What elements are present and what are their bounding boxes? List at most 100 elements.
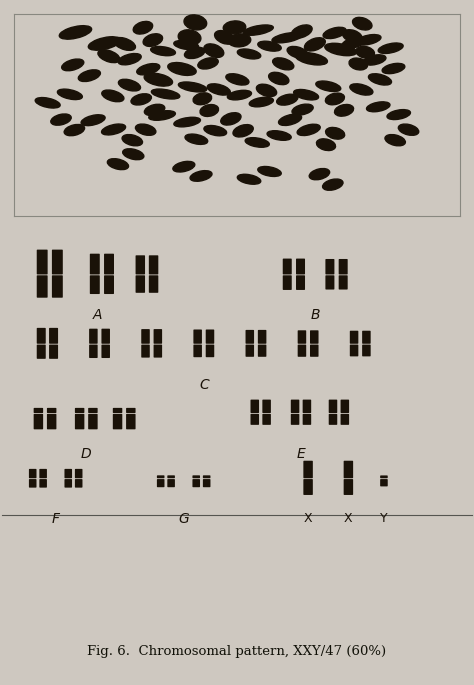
Ellipse shape [133, 21, 153, 34]
Ellipse shape [293, 90, 319, 100]
Ellipse shape [228, 90, 252, 100]
Ellipse shape [356, 34, 381, 45]
Text: C: C [199, 377, 209, 392]
FancyBboxPatch shape [149, 256, 158, 275]
FancyBboxPatch shape [380, 479, 388, 486]
FancyBboxPatch shape [37, 328, 46, 344]
FancyBboxPatch shape [29, 479, 36, 488]
FancyBboxPatch shape [49, 345, 58, 359]
Ellipse shape [98, 50, 120, 62]
FancyBboxPatch shape [154, 329, 162, 344]
Ellipse shape [136, 124, 156, 136]
FancyBboxPatch shape [75, 469, 82, 478]
FancyBboxPatch shape [47, 408, 56, 413]
Ellipse shape [118, 53, 141, 65]
Text: B: B [310, 308, 320, 323]
FancyBboxPatch shape [154, 345, 162, 358]
Ellipse shape [174, 40, 199, 49]
FancyBboxPatch shape [29, 469, 36, 478]
FancyBboxPatch shape [167, 479, 175, 487]
FancyBboxPatch shape [126, 414, 136, 429]
Ellipse shape [349, 58, 367, 70]
FancyBboxPatch shape [303, 461, 313, 478]
Ellipse shape [292, 104, 313, 115]
FancyBboxPatch shape [90, 253, 100, 275]
FancyBboxPatch shape [167, 475, 175, 478]
FancyBboxPatch shape [326, 259, 335, 275]
Ellipse shape [325, 43, 356, 55]
Ellipse shape [228, 34, 251, 47]
Ellipse shape [123, 149, 144, 160]
FancyBboxPatch shape [338, 259, 348, 275]
Ellipse shape [102, 90, 124, 102]
Ellipse shape [101, 124, 126, 135]
Ellipse shape [267, 131, 291, 140]
FancyBboxPatch shape [326, 275, 335, 290]
Ellipse shape [316, 81, 341, 92]
Ellipse shape [88, 37, 121, 50]
Ellipse shape [178, 30, 201, 45]
FancyBboxPatch shape [136, 275, 145, 292]
Ellipse shape [131, 94, 151, 105]
FancyBboxPatch shape [362, 331, 371, 344]
Ellipse shape [385, 134, 405, 146]
Ellipse shape [342, 37, 365, 49]
FancyBboxPatch shape [298, 330, 306, 344]
FancyBboxPatch shape [291, 414, 300, 425]
FancyBboxPatch shape [126, 408, 136, 413]
FancyBboxPatch shape [90, 275, 100, 294]
Ellipse shape [398, 124, 419, 136]
FancyBboxPatch shape [192, 479, 200, 487]
FancyBboxPatch shape [141, 345, 150, 358]
Ellipse shape [193, 93, 211, 105]
Text: X: X [304, 512, 312, 525]
FancyBboxPatch shape [192, 475, 200, 478]
Ellipse shape [366, 102, 390, 112]
FancyBboxPatch shape [251, 414, 259, 425]
FancyBboxPatch shape [206, 345, 214, 357]
FancyBboxPatch shape [47, 414, 56, 429]
FancyBboxPatch shape [283, 275, 292, 290]
Ellipse shape [343, 29, 362, 42]
Ellipse shape [335, 105, 354, 116]
Ellipse shape [297, 124, 320, 136]
FancyBboxPatch shape [350, 345, 358, 356]
Text: F: F [52, 512, 60, 526]
FancyBboxPatch shape [302, 414, 311, 425]
Ellipse shape [258, 166, 281, 177]
FancyBboxPatch shape [296, 258, 305, 275]
FancyBboxPatch shape [329, 414, 337, 425]
Ellipse shape [387, 110, 410, 120]
FancyBboxPatch shape [75, 479, 82, 488]
Ellipse shape [243, 25, 273, 35]
Ellipse shape [114, 38, 136, 51]
FancyBboxPatch shape [39, 469, 47, 478]
FancyBboxPatch shape [193, 329, 202, 344]
FancyBboxPatch shape [34, 414, 43, 429]
Ellipse shape [269, 73, 289, 85]
FancyBboxPatch shape [101, 345, 110, 358]
FancyBboxPatch shape [291, 399, 300, 413]
Ellipse shape [350, 84, 373, 95]
FancyBboxPatch shape [258, 345, 266, 357]
Ellipse shape [378, 43, 403, 53]
FancyBboxPatch shape [258, 330, 266, 344]
FancyBboxPatch shape [206, 329, 214, 344]
FancyBboxPatch shape [39, 479, 47, 488]
Ellipse shape [204, 44, 224, 58]
FancyBboxPatch shape [263, 414, 271, 425]
Ellipse shape [173, 162, 195, 172]
Ellipse shape [207, 84, 230, 95]
Ellipse shape [174, 117, 201, 127]
FancyBboxPatch shape [136, 256, 145, 275]
FancyBboxPatch shape [52, 275, 63, 298]
Text: Y: Y [380, 512, 388, 525]
FancyBboxPatch shape [104, 253, 114, 275]
FancyBboxPatch shape [310, 345, 319, 357]
Ellipse shape [309, 169, 329, 179]
Ellipse shape [304, 38, 325, 51]
Ellipse shape [237, 174, 261, 184]
Ellipse shape [256, 84, 277, 97]
FancyBboxPatch shape [296, 275, 305, 290]
Ellipse shape [382, 63, 405, 74]
